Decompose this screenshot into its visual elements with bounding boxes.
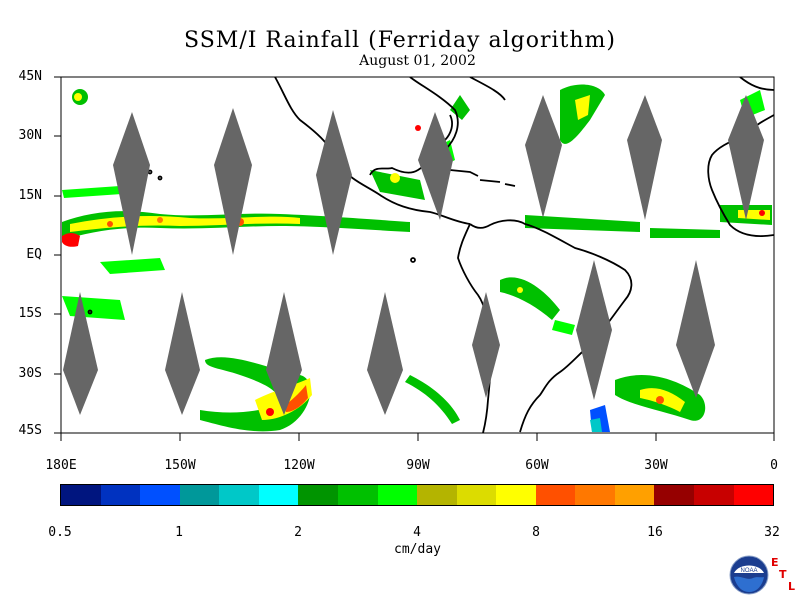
lat-label-30n: 30N bbox=[18, 128, 42, 143]
lon-label-60w: 60W bbox=[525, 458, 549, 473]
lon-label-180e: 180E bbox=[45, 458, 77, 473]
colorbar-segment-2 bbox=[140, 485, 180, 505]
lat-label-15s: 15S bbox=[18, 306, 42, 321]
noaa-logo-icon: NOAA bbox=[729, 555, 769, 595]
colorbar-segment-17 bbox=[733, 485, 774, 505]
colorbar-segment-9 bbox=[417, 485, 457, 505]
colorbar bbox=[60, 484, 774, 506]
colorbar-segment-1 bbox=[100, 485, 141, 505]
axis-ticks bbox=[54, 76, 775, 441]
lon-label-120w: 120W bbox=[283, 458, 315, 473]
colorbar-segment-12 bbox=[535, 485, 576, 505]
colorbar-segment-5 bbox=[258, 485, 299, 505]
lat-label-eq: EQ bbox=[26, 247, 42, 262]
lon-label-90w: 90W bbox=[406, 458, 430, 473]
rainfall-map bbox=[54, 76, 775, 441]
noaa-logo-text: NOAA bbox=[740, 568, 757, 574]
colorbar-segment-13 bbox=[575, 485, 615, 505]
lon-label-150w: 150W bbox=[164, 458, 196, 473]
colorbar-segment-6 bbox=[298, 485, 338, 505]
lon-label-30w: 30W bbox=[644, 458, 668, 473]
colorbar-segment-16 bbox=[694, 485, 734, 505]
colorbar-segment-4 bbox=[219, 485, 259, 505]
lat-label-45n: 45N bbox=[18, 69, 42, 84]
colorbar-segment-11 bbox=[496, 485, 536, 505]
colorbar-segment-3 bbox=[179, 485, 220, 505]
colorbar-segment-14 bbox=[614, 485, 655, 505]
map-title: SSM/I Rainfall (Ferriday algorithm) bbox=[184, 28, 616, 53]
colorbar-tick-32: 32 bbox=[764, 525, 780, 540]
units-label: cm/day bbox=[394, 542, 441, 557]
lat-label-15n: 15N bbox=[18, 188, 42, 203]
colorbar-tick-0.5: 0.5 bbox=[48, 525, 72, 540]
colorbar-tick-8: 8 bbox=[532, 525, 540, 540]
etl-letter-e: E bbox=[771, 556, 779, 569]
lat-label-45s: 45S bbox=[18, 423, 42, 438]
colorbar-tick-1: 1 bbox=[175, 525, 183, 540]
etl-letter-l: L bbox=[788, 580, 796, 593]
colorbar-segment-8 bbox=[377, 485, 418, 505]
colorbar-segment-0 bbox=[61, 485, 101, 505]
colorbar-tick-2: 2 bbox=[294, 525, 302, 540]
colorbar-tick-16: 16 bbox=[647, 525, 663, 540]
colorbar-segment-7 bbox=[337, 485, 378, 505]
colorbar-segment-15 bbox=[654, 485, 694, 505]
colorbar-segment-10 bbox=[456, 485, 497, 505]
rainfall-field bbox=[62, 84, 772, 432]
lon-label-0: 0 bbox=[770, 458, 778, 473]
map-subtitle: August 01, 2002 bbox=[359, 53, 476, 69]
swath-gaps bbox=[63, 95, 764, 415]
lat-label-30s: 30S bbox=[18, 366, 42, 381]
etl-letter-t: T bbox=[779, 568, 787, 581]
colorbar-tick-4: 4 bbox=[413, 525, 421, 540]
